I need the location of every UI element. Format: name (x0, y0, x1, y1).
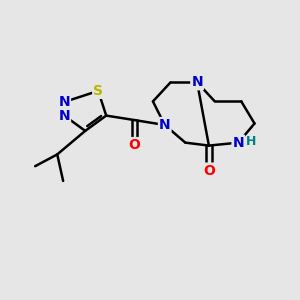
Text: O: O (128, 138, 140, 152)
Text: N: N (232, 136, 244, 150)
Text: N: N (58, 95, 70, 109)
Text: N: N (58, 109, 70, 123)
Text: S: S (93, 84, 103, 98)
Text: O: O (203, 164, 215, 178)
Text: H: H (245, 135, 256, 148)
Text: N: N (191, 75, 203, 89)
Text: N: N (159, 118, 170, 132)
